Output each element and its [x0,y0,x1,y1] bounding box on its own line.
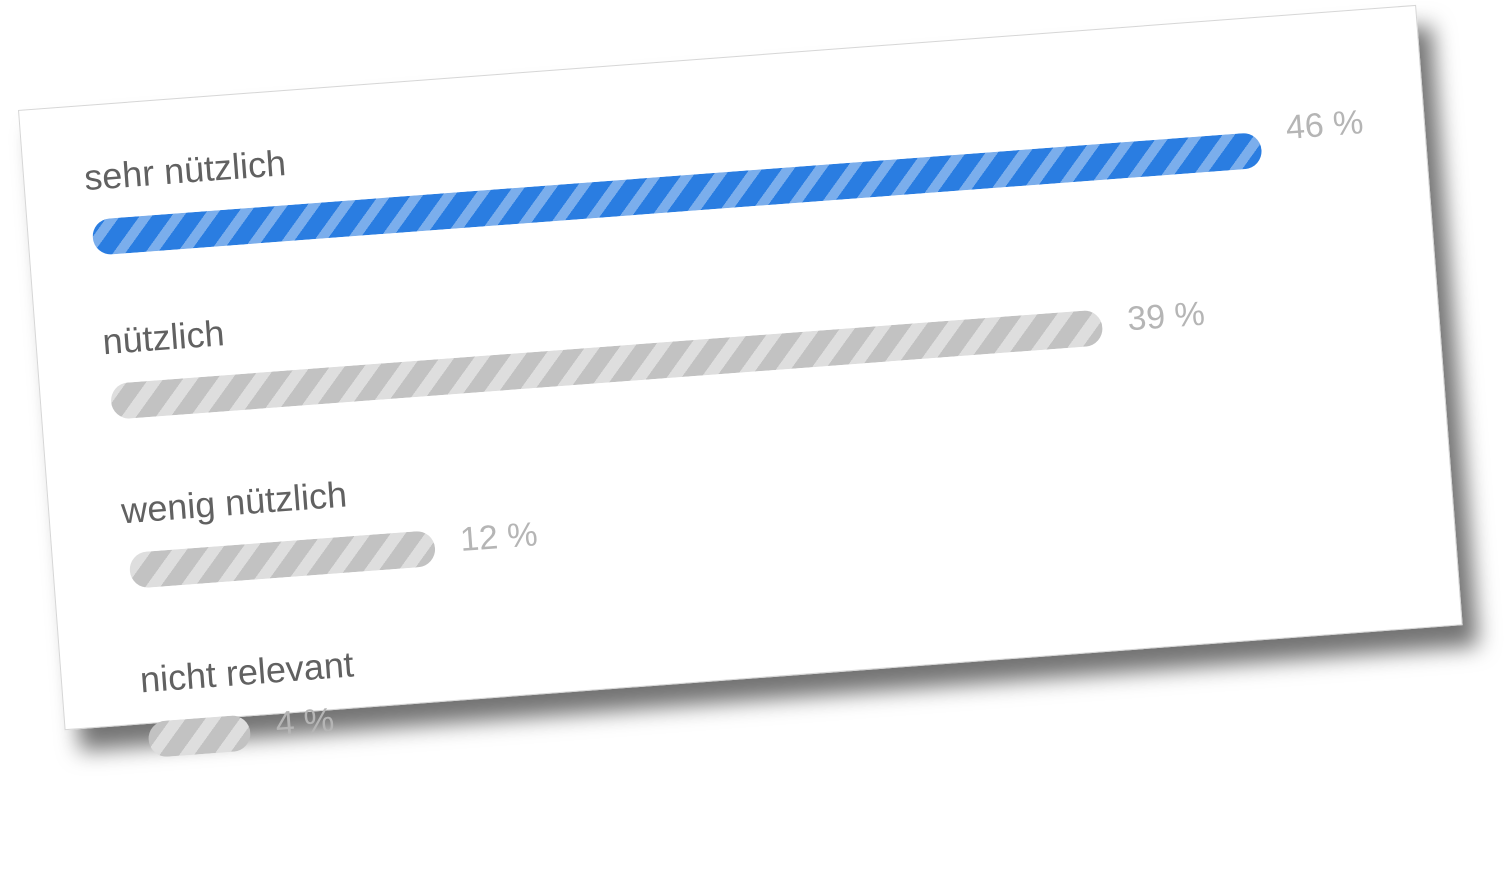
value-label: 39 % [1126,294,1207,339]
bar-track: 39 % [109,294,1281,420]
bar-nicht-relevant [147,714,252,758]
bar-nuetzlich [109,309,1104,420]
value-label: 46 % [1284,103,1365,147]
poll-results-card: sehr nützlich 46 % nützlich 39 % wenig nützl… [18,4,1463,758]
category-label: nicht relevant [138,643,356,701]
bar-line: 39 % [109,294,1281,420]
category-label: sehr nützlich [82,142,288,199]
value-label: 4 % [274,701,336,744]
bar-chart: sehr nützlich 46 % nützlich 39 % wenig nützl… [19,6,1415,758]
category-label: nützlich [101,312,226,363]
category-label: wenig nützlich [119,473,349,532]
value-label: 12 % [458,515,539,559]
bar-wenig-nuetzlich [128,530,437,589]
